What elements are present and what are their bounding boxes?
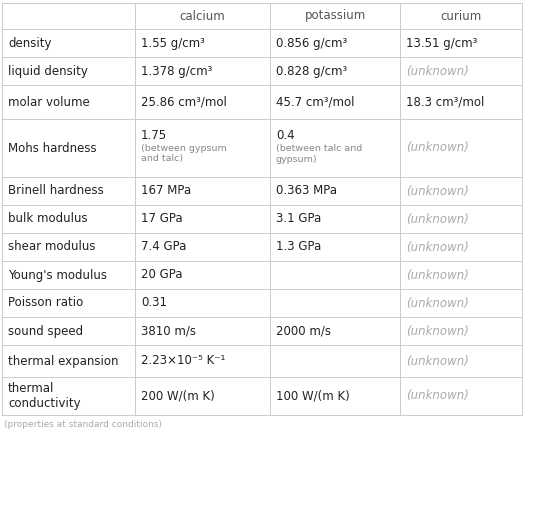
Text: 100 W/(m K): 100 W/(m K) — [276, 389, 350, 403]
Text: 1.378 g/cm³: 1.378 g/cm³ — [141, 65, 212, 77]
Text: (unknown): (unknown) — [406, 297, 469, 309]
Text: density: density — [8, 36, 52, 49]
Text: bulk modulus: bulk modulus — [8, 212, 88, 226]
Text: (unknown): (unknown) — [406, 185, 469, 198]
Text: thermal
conductivity: thermal conductivity — [8, 382, 81, 410]
Text: 0.31: 0.31 — [141, 297, 167, 309]
Text: (unknown): (unknown) — [406, 389, 469, 403]
Text: 1.3 GPa: 1.3 GPa — [276, 241, 322, 253]
Text: (unknown): (unknown) — [406, 142, 469, 154]
Text: sound speed: sound speed — [8, 325, 83, 338]
Text: (unknown): (unknown) — [406, 241, 469, 253]
Text: Poisson ratio: Poisson ratio — [8, 297, 83, 309]
Text: (unknown): (unknown) — [406, 65, 469, 77]
Text: (between talc and
gypsum): (between talc and gypsum) — [276, 144, 362, 164]
Text: 0.4: 0.4 — [276, 129, 295, 142]
Text: 45.7 cm³/mol: 45.7 cm³/mol — [276, 95, 355, 109]
Text: (unknown): (unknown) — [406, 325, 469, 338]
Text: 25.86 cm³/mol: 25.86 cm³/mol — [141, 95, 227, 109]
Text: Young's modulus: Young's modulus — [8, 268, 107, 282]
Text: (properties at standard conditions): (properties at standard conditions) — [4, 420, 162, 429]
Text: curium: curium — [441, 10, 481, 23]
Text: potassium: potassium — [305, 10, 366, 23]
Text: (between gypsum
and talc): (between gypsum and talc) — [141, 144, 227, 164]
Text: 7.4 GPa: 7.4 GPa — [141, 241, 187, 253]
Text: Mohs hardness: Mohs hardness — [8, 142, 97, 154]
Text: 17 GPa: 17 GPa — [141, 212, 183, 226]
Text: 200 W/(m K): 200 W/(m K) — [141, 389, 215, 403]
Text: 2.23×10⁻⁵ K⁻¹: 2.23×10⁻⁵ K⁻¹ — [141, 354, 225, 367]
Text: Brinell hardness: Brinell hardness — [8, 185, 104, 198]
Text: 0.828 g/cm³: 0.828 g/cm³ — [276, 65, 347, 77]
Text: (unknown): (unknown) — [406, 268, 469, 282]
Text: calcium: calcium — [180, 10, 225, 23]
Text: 13.51 g/cm³: 13.51 g/cm³ — [406, 36, 478, 49]
Text: 3810 m/s: 3810 m/s — [141, 325, 196, 338]
Text: molar volume: molar volume — [8, 95, 90, 109]
Text: shear modulus: shear modulus — [8, 241, 96, 253]
Text: 3.1 GPa: 3.1 GPa — [276, 212, 322, 226]
Text: 0.856 g/cm³: 0.856 g/cm³ — [276, 36, 347, 49]
Text: (unknown): (unknown) — [406, 354, 469, 367]
Text: (unknown): (unknown) — [406, 212, 469, 226]
Text: 1.55 g/cm³: 1.55 g/cm³ — [141, 36, 205, 49]
Text: 2000 m/s: 2000 m/s — [276, 325, 331, 338]
Text: 167 MPa: 167 MPa — [141, 185, 191, 198]
Text: 1.75: 1.75 — [141, 129, 167, 142]
Text: liquid density: liquid density — [8, 65, 88, 77]
Text: 0.363 MPa: 0.363 MPa — [276, 185, 337, 198]
Text: 18.3 cm³/mol: 18.3 cm³/mol — [406, 95, 484, 109]
Text: thermal expansion: thermal expansion — [8, 354, 119, 367]
Text: 20 GPa: 20 GPa — [141, 268, 182, 282]
